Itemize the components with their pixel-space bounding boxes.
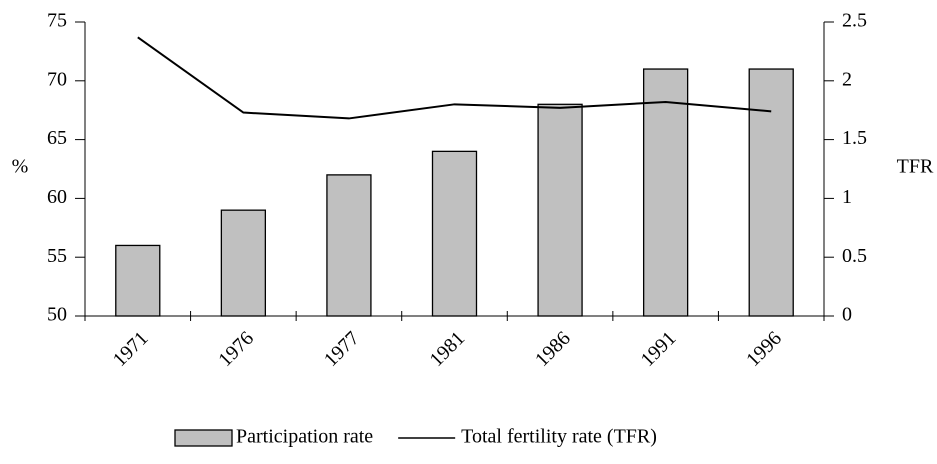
y-tick-label: 65 xyxy=(47,127,67,149)
bar xyxy=(537,103,583,317)
y-tick-label: 55 xyxy=(47,245,67,267)
bar xyxy=(642,68,689,317)
y-axis-label: % xyxy=(12,156,29,178)
x-tick-label: 1971 xyxy=(109,327,153,371)
bar xyxy=(326,174,372,317)
x-tick-label: 1981 xyxy=(425,327,469,371)
y2-tick-label: 2.5 xyxy=(842,10,867,32)
y2-tick-label: 1.5 xyxy=(842,127,867,149)
bar xyxy=(748,68,794,317)
bar xyxy=(115,244,161,317)
legend-swatch xyxy=(174,429,233,447)
x-tick-label: 1991 xyxy=(637,327,681,371)
y-tick-label: 70 xyxy=(47,68,67,90)
y2-tick-label: 0 xyxy=(842,304,852,326)
bar xyxy=(220,209,267,317)
y-tick-label: 60 xyxy=(47,186,67,208)
x-tick-label: 1996 xyxy=(742,327,786,371)
legend-label: Total fertility rate (TFR) xyxy=(461,426,657,448)
x-tick-label: 1976 xyxy=(214,327,258,371)
y2-tick-label: 1 xyxy=(842,186,852,208)
y-tick-label: 50 xyxy=(47,304,67,326)
line xyxy=(137,36,772,120)
x-tick-label: 1977 xyxy=(320,327,364,371)
y2-tick-label: 2 xyxy=(842,68,852,90)
y2-tick-label: 0.5 xyxy=(842,245,867,267)
bar xyxy=(431,150,478,317)
x-tick-label: 1986 xyxy=(531,327,575,371)
y-tick-label: 75 xyxy=(47,10,67,32)
legend-label: Participation rate xyxy=(236,426,373,448)
y2-axis-label: TFR xyxy=(897,156,934,178)
